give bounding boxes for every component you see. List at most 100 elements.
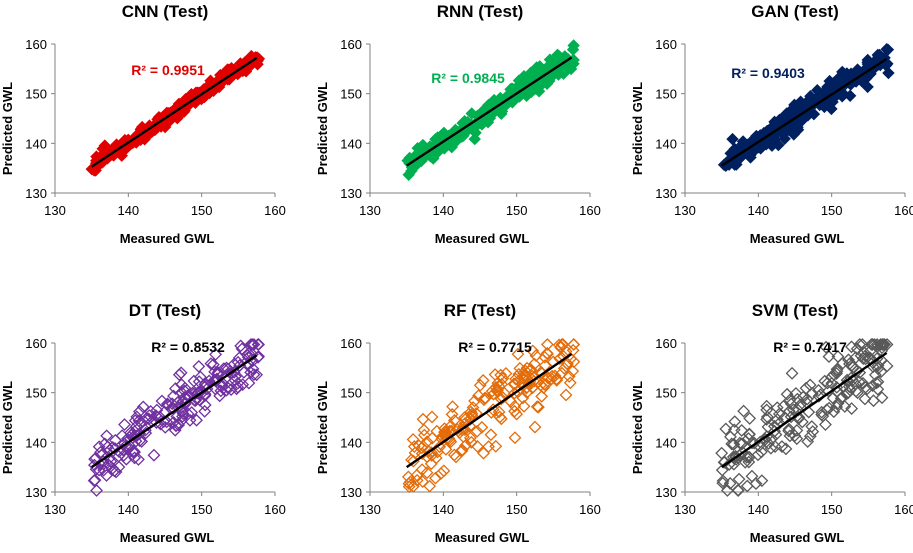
data-point	[815, 408, 829, 422]
data-point	[90, 484, 103, 497]
r2-annotation: R² = 0.9403	[731, 65, 805, 81]
data-point	[119, 452, 133, 466]
data-point	[420, 435, 434, 449]
data-point	[749, 139, 762, 152]
data-point	[466, 401, 480, 414]
trend-line	[405, 352, 573, 469]
data-point	[541, 347, 554, 361]
data-point	[174, 366, 188, 380]
data-point	[123, 137, 136, 151]
trend-line	[720, 351, 888, 469]
data-point	[406, 479, 420, 493]
data-point	[827, 368, 841, 381]
data-point	[783, 429, 797, 443]
y-axis-label: Predicted GWL	[0, 381, 15, 474]
data-point	[861, 56, 874, 69]
data-point	[209, 348, 223, 361]
data-point	[869, 376, 883, 390]
data-point	[719, 422, 733, 436]
data-point	[871, 382, 885, 396]
data-point	[827, 405, 841, 419]
x-tick-label: 150	[506, 502, 528, 517]
x-tick-label: 160	[894, 502, 913, 517]
scatter-points	[715, 338, 894, 497]
data-point	[453, 426, 467, 439]
data-point	[108, 464, 121, 478]
data-point	[499, 367, 513, 380]
r2-annotation: R² = 0.9951	[131, 62, 205, 78]
data-point	[406, 433, 420, 446]
data-point	[866, 379, 880, 393]
data-point	[516, 366, 530, 380]
data-point	[508, 399, 522, 413]
data-point	[489, 439, 503, 453]
x-axis-label: Measured GWL	[435, 231, 530, 246]
data-point	[250, 368, 264, 382]
data-point	[811, 84, 824, 97]
data-point	[870, 338, 884, 351]
data-point	[147, 448, 161, 462]
data-point	[567, 57, 580, 70]
data-point	[430, 424, 444, 438]
y-axis-label: Predicted GWL	[315, 381, 330, 474]
data-point	[407, 440, 421, 453]
data-point	[732, 472, 746, 486]
data-point	[804, 90, 817, 103]
data-point	[122, 441, 136, 455]
data-point	[800, 392, 814, 406]
data-point	[801, 435, 815, 448]
data-point	[846, 361, 860, 374]
data-point	[491, 376, 505, 390]
data-point	[508, 431, 522, 445]
data-point	[472, 389, 485, 403]
data-point	[252, 349, 265, 363]
chart-title: GAN (Test)	[751, 2, 839, 21]
data-point	[760, 399, 774, 413]
data-point	[221, 380, 234, 394]
data-point	[172, 418, 186, 432]
data-point	[771, 418, 785, 431]
data-point	[150, 403, 164, 417]
data-point	[464, 435, 478, 449]
data-point	[192, 359, 206, 373]
data-point	[100, 469, 113, 482]
data-point	[485, 384, 499, 398]
data-point	[246, 362, 260, 376]
data-point	[849, 351, 863, 364]
data-point	[416, 475, 430, 489]
data-point	[484, 428, 498, 442]
data-point	[206, 358, 220, 372]
data-point	[791, 120, 804, 134]
data-point	[169, 382, 182, 395]
x-tick-label: 130	[44, 502, 66, 517]
data-point	[493, 410, 507, 424]
data-point	[562, 369, 576, 383]
data-point	[465, 407, 479, 421]
data-point	[190, 413, 203, 427]
data-point	[508, 404, 521, 418]
data-point	[550, 372, 564, 386]
y-tick-label: 130	[340, 186, 362, 201]
data-point	[185, 406, 199, 419]
scatter-points	[717, 43, 895, 172]
chart-title: DT (Test)	[129, 301, 201, 320]
data-point	[859, 380, 872, 394]
data-point	[177, 384, 191, 398]
data-point	[728, 415, 742, 429]
data-point	[782, 106, 795, 120]
data-point	[738, 455, 752, 469]
chart-title: SVM (Test)	[752, 301, 839, 320]
chart-panel-dt: DT (Test) 130 140 150 160 130 140 150 160 Measure…	[0, 301, 286, 545]
data-point	[822, 384, 835, 398]
trend-line	[91, 56, 258, 168]
data-point	[731, 484, 745, 497]
y-tick-label: 130	[655, 485, 677, 500]
data-point	[557, 361, 571, 375]
data-point	[481, 103, 494, 116]
data-point	[524, 363, 537, 377]
data-point	[420, 466, 434, 480]
data-point	[234, 339, 248, 353]
x-axis-label: Measured GWL	[120, 530, 215, 545]
y-axis-label: Predicted GWL	[0, 82, 15, 175]
data-point	[135, 435, 149, 448]
